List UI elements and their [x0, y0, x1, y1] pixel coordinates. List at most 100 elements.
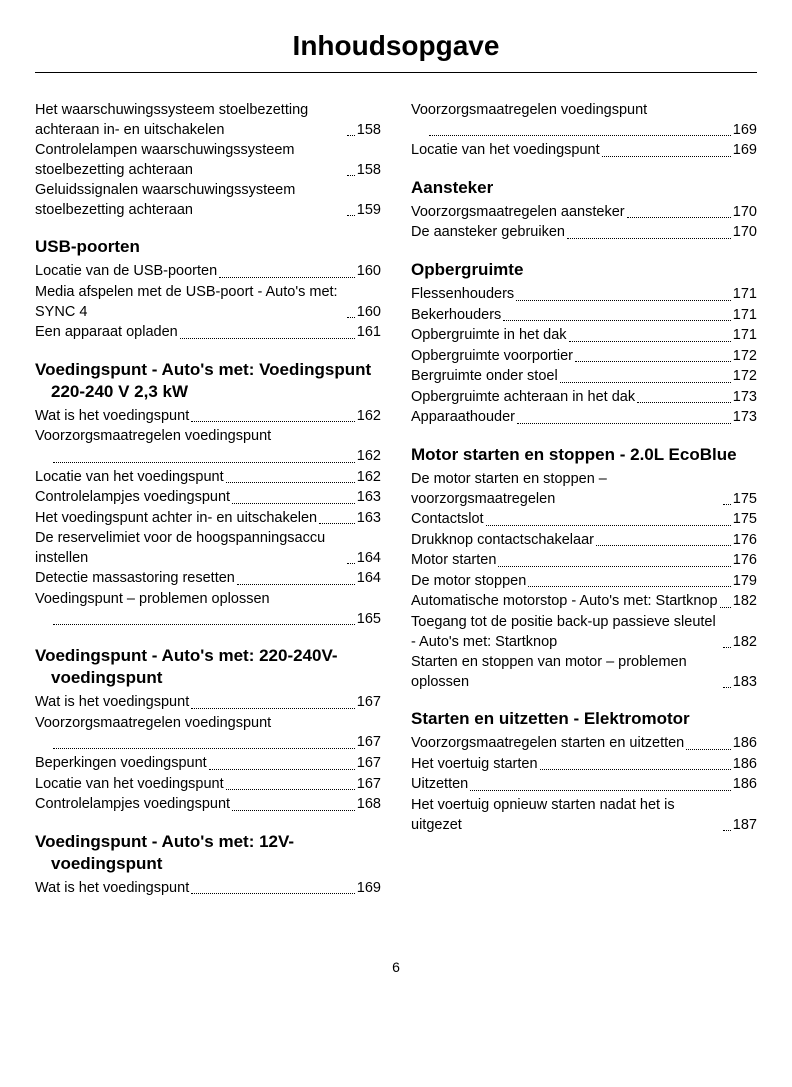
- toc-entry[interactable]: Het voertuig starten186: [411, 755, 757, 775]
- toc-entry-text: Het voertuig starten: [411, 755, 538, 775]
- toc-page-number: 186: [733, 734, 757, 754]
- toc-entry[interactable]: Opbergruimte voorportier172: [411, 347, 757, 367]
- leader-dots: [516, 300, 731, 301]
- section-heading: Motor starten en stoppen - 2.0L EcoBlue: [411, 444, 757, 466]
- toc-entry[interactable]: Voorzorgsmaatregelen aansteker170: [411, 203, 757, 223]
- toc-entry[interactable]: Controlelampen waarschuwingssysteem stoe…: [35, 141, 381, 180]
- toc-entry[interactable]: Motor starten176: [411, 551, 757, 571]
- toc-entry[interactable]: Opbergruimte achteraan in het dak173: [411, 388, 757, 408]
- toc-entry[interactable]: Detectie massastoring resetten164: [35, 569, 381, 589]
- toc-page-number: 187: [733, 816, 757, 836]
- toc-entry[interactable]: Voorzorgsmaatregelen voedingspunt169: [411, 101, 757, 140]
- toc-page-number: 170: [733, 223, 757, 243]
- toc-entry[interactable]: Voorzorgsmaatregelen voedingspunt162: [35, 427, 381, 466]
- leader-dots: [347, 563, 355, 564]
- toc-entry[interactable]: Bekerhouders171: [411, 306, 757, 326]
- toc-entry[interactable]: Locatie van het voedingspunt167: [35, 775, 381, 795]
- toc-entry[interactable]: Controlelampjes voedingspunt168: [35, 795, 381, 815]
- toc-entry-text: Voorzorgsmaatregelen aansteker: [411, 203, 625, 223]
- leader-dots: [53, 624, 355, 625]
- leader-dots: [686, 749, 731, 750]
- toc-entry-text: Opbergruimte in het dak: [411, 326, 567, 346]
- toc-entry-text: Geluidssignalen waarschuwingssysteem sto…: [35, 181, 345, 220]
- leader-dots: [232, 503, 355, 504]
- toc-entry-text: Controlelampjes voedingspunt: [35, 488, 230, 508]
- toc-entry-text: Voorzorgsmaatregelen voedingspunt: [35, 714, 381, 734]
- leader-dots: [319, 523, 355, 524]
- section-heading: Starten en uitzetten - Elektromotor: [411, 708, 757, 730]
- toc-entry-text: Locatie van het voedingspunt: [411, 141, 600, 161]
- toc-page-number: 169: [733, 121, 757, 141]
- leader-dots: [180, 338, 355, 339]
- toc-entry-text: Voedingspunt – problemen oplossen: [35, 590, 381, 610]
- toc-entry[interactable]: Opbergruimte in het dak 171: [411, 326, 757, 346]
- toc-entry[interactable]: Beperkingen voedingspunt167: [35, 754, 381, 774]
- toc-entry-text: De aansteker gebruiken: [411, 223, 565, 243]
- toc-entry[interactable]: Wat is het voedingspunt167: [35, 693, 381, 713]
- toc-page-number: 162: [357, 447, 381, 467]
- leader-dots: [429, 135, 731, 136]
- toc-entry-text: Starten en stoppen van motor – problemen…: [411, 653, 721, 692]
- toc-entry[interactable]: De motor starten en stoppen – voorzorgsm…: [411, 470, 757, 509]
- toc-entry[interactable]: Drukknop contactschakelaar176: [411, 531, 757, 551]
- toc-entry[interactable]: De motor stoppen179: [411, 572, 757, 592]
- toc-entry-text: Media afspelen met de USB-poort - Auto's…: [35, 283, 345, 322]
- toc-page-number: 182: [733, 633, 757, 653]
- page-number: 6: [35, 959, 757, 975]
- toc-entry[interactable]: Wat is het voedingspunt169: [35, 879, 381, 899]
- toc-entry[interactable]: Media afspelen met de USB-poort - Auto's…: [35, 283, 381, 322]
- leader-dots: [226, 789, 355, 790]
- toc-entry[interactable]: Het voedingspunt achter in- en uitschake…: [35, 509, 381, 529]
- toc-entry[interactable]: Contactslot175: [411, 510, 757, 530]
- toc-entry[interactable]: De aansteker gebruiken 170: [411, 223, 757, 243]
- toc-entry[interactable]: Flessenhouders171: [411, 285, 757, 305]
- toc-entry[interactable]: Locatie van de USB-poorten160: [35, 262, 381, 282]
- leader-dots: [486, 525, 731, 526]
- toc-page-number: 164: [357, 549, 381, 569]
- toc-entry[interactable]: Een apparaat opladen161: [35, 323, 381, 343]
- toc-entry[interactable]: Locatie van het voedingspunt162: [35, 468, 381, 488]
- toc-entry-text: Controlelampjes voedingspunt: [35, 795, 230, 815]
- leader-dots: [226, 482, 355, 483]
- toc-page-number: 171: [733, 326, 757, 346]
- toc-entry-text: Automatische motorstop - Auto's met: Sta…: [411, 592, 718, 612]
- toc-page-number: 165: [357, 610, 381, 630]
- toc-entry-text: Locatie van het voedingspunt: [35, 468, 224, 488]
- toc-entry[interactable]: Voorzorgsmaatregelen voedingspunt167: [35, 714, 381, 753]
- toc-entry[interactable]: Voedingspunt – problemen oplossen165: [35, 590, 381, 629]
- leader-dots: [540, 769, 731, 770]
- toc-page-number: 186: [733, 775, 757, 795]
- toc-page-number: 179: [733, 572, 757, 592]
- toc-entry[interactable]: Uitzetten186: [411, 775, 757, 795]
- toc-page-number: 164: [357, 569, 381, 589]
- toc-entry[interactable]: Controlelampjes voedingspunt163: [35, 488, 381, 508]
- toc-entry[interactable]: Toegang tot de positie back-up passieve …: [411, 613, 757, 652]
- toc-entry[interactable]: Apparaathouder173: [411, 408, 757, 428]
- toc-page-number: 160: [357, 262, 381, 282]
- toc-entry[interactable]: Het waarschuwingssysteem stoelbezetting …: [35, 101, 381, 140]
- section-heading: Voedingspunt - Auto's met: 12V-voedingsp…: [35, 831, 381, 875]
- page-title: Inhoudsopgave: [35, 30, 757, 73]
- toc-entry-text: Voorzorgsmaatregelen voedingspunt: [35, 427, 381, 447]
- toc-entry[interactable]: Starten en stoppen van motor – problemen…: [411, 653, 757, 692]
- toc-entry[interactable]: Wat is het voedingspunt162: [35, 407, 381, 427]
- leader-dots: [347, 215, 355, 216]
- leader-dots: [528, 586, 731, 587]
- toc-entry[interactable]: Bergruimte onder stoel172: [411, 367, 757, 387]
- toc-page-number: 176: [733, 531, 757, 551]
- toc-page-number: 182: [733, 592, 757, 612]
- toc-page-number: 172: [733, 347, 757, 367]
- toc-entry[interactable]: Voorzorgsmaatregelen starten en uitzette…: [411, 734, 757, 754]
- toc-entry[interactable]: Automatische motorstop - Auto's met: Sta…: [411, 592, 757, 612]
- leader-dots: [567, 238, 731, 239]
- toc-entry-text: Het voedingspunt achter in- en uitschake…: [35, 509, 317, 529]
- toc-entry-text: Contactslot: [411, 510, 484, 530]
- toc-page-number: 176: [733, 551, 757, 571]
- leader-dots: [720, 607, 731, 608]
- toc-page-number: 167: [357, 693, 381, 713]
- toc-entry[interactable]: De reservelimiet voor de hoogspanningsac…: [35, 529, 381, 568]
- toc-entry[interactable]: Het voertuig opnieuw starten nadat het i…: [411, 796, 757, 835]
- toc-entry[interactable]: Locatie van het voedingspunt169: [411, 141, 757, 161]
- toc-entry-text: Voorzorgsmaatregelen starten en uitzette…: [411, 734, 684, 754]
- toc-entry[interactable]: Geluidssignalen waarschuwingssysteem sto…: [35, 181, 381, 220]
